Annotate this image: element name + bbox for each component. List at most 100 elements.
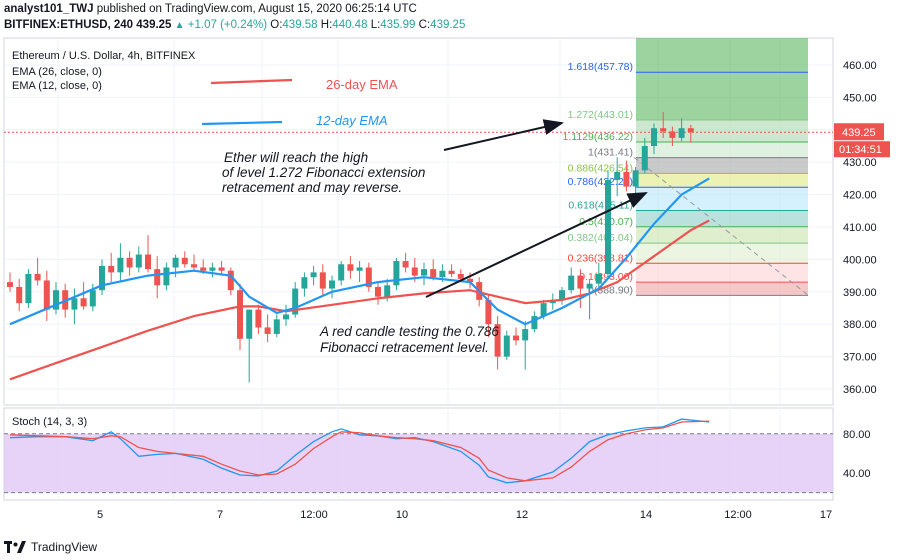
last-price: 439.25 [136,19,172,31]
candle-body [347,264,354,271]
x-tick-label: 10 [396,509,408,521]
candle-body [71,298,78,310]
x-tick-label: 12 [516,509,528,521]
fib-band [636,142,808,158]
y-tick-label: 450.00 [843,92,877,104]
candle-body [651,128,657,146]
note-low-line: Fibonacci retracement level. [320,340,489,355]
y-tick-label: 400.00 [843,254,877,266]
x-tick-label: 5 [97,509,103,521]
fib-level-label: 1.272(443.01) [568,109,633,121]
fib-band [636,226,808,244]
arrow-to-candle [425,192,648,298]
fib-level-label: 0.618(415.11) [568,199,633,211]
stoch-band [4,433,833,493]
candle-body [421,269,427,276]
candle-body [7,282,13,287]
high-value: 440.48 [332,19,368,31]
candle-body [25,273,32,304]
candle-body [430,269,437,278]
ema26-line [9,219,710,381]
close-label: C: [418,19,431,31]
candle-body [669,131,676,138]
candle-body [448,270,455,274]
candle-body [503,335,510,357]
candle-body [227,270,234,291]
candle-body [660,128,667,132]
author-name[interactable]: analyst101_TWJ [4,3,94,15]
x-tick-label: 12:00 [724,509,752,521]
high-label: H: [320,19,333,31]
candle-body [246,309,253,339]
candle-body [145,254,151,270]
y-tick-label: 370.00 [843,352,877,364]
candle-body [522,329,529,341]
candle-body [402,261,409,268]
stoch-d-line [9,420,710,482]
candle-body [319,272,326,289]
candle-body [338,264,345,281]
price-change: +1.07 (+0.24%) [187,19,268,31]
ema12-legend-line [201,120,283,126]
ema12-annotation-label: 12-day EMA [316,113,388,128]
candle-body [53,290,59,310]
candle-body [273,319,280,334]
x-tick-label: 12:00 [300,509,328,521]
stoch-y-tick: 80.00 [843,429,871,441]
fib-level-label: 0.382(405.04) [568,232,633,244]
low-value: 435.99 [380,19,416,31]
candle-body [154,269,161,286]
candle-body [329,280,335,289]
candle-body [494,324,501,357]
candle-body [181,257,188,265]
x-tick-label: 7 [217,509,223,521]
indicator-legend: EMA (26, close, 0) [12,66,102,78]
y-tick-label: 380.00 [843,319,877,331]
candle-body [568,275,575,291]
fib-level-label: 0.236(398.81) [568,252,633,264]
fib-band [636,282,808,296]
candle-body [200,267,207,271]
candle-body [687,128,694,133]
low-label: L: [370,19,381,31]
ema26-legend-line [210,78,293,85]
tradingview-footer[interactable]: TradingView [4,537,97,557]
candle-body [365,267,372,287]
fib-level-label: 1(431.41) [588,147,633,159]
candle-body [43,280,50,310]
candle-body [135,254,142,268]
price-label-box [834,123,884,141]
symbol-label: BITFINEX:ETHUSD, 240 [4,19,134,31]
candle-body [577,275,584,289]
candle-body [439,270,446,278]
candle-body [623,171,630,187]
candle-body [632,170,639,187]
candle-body [255,309,262,328]
fib-band [636,173,808,188]
candle-body [99,265,105,291]
candle-body [80,298,87,307]
stoch-y-tick: 40.00 [843,468,871,480]
candle-body [209,267,216,271]
candle-body [457,273,464,279]
ohlc-line: BITFINEX:ETHUSD, 240 439.25 ▲ +1.07 (+0.… [4,19,465,31]
countdown-box [834,141,890,158]
x-tick-label: 14 [640,509,652,521]
y-tick-label: 420.00 [843,190,877,202]
note-high-line: Ether will reach the high [224,150,368,165]
candle-body [89,290,96,307]
candle-body [384,285,391,297]
candle-body [117,257,124,273]
fib-band [636,157,808,174]
tradingview-brand: TradingView [31,540,98,554]
fib-band [636,187,808,211]
note-low-line: A red candle testing the 0.786 [319,324,499,339]
candle-body [586,283,593,289]
fib-level-label: 1.1129(436.22) [563,131,633,143]
candle-body [605,180,611,274]
y-tick-label: 390.00 [843,287,877,299]
open-value: 439.58 [282,19,318,31]
candle-body [641,146,648,171]
candle-body [411,267,418,276]
